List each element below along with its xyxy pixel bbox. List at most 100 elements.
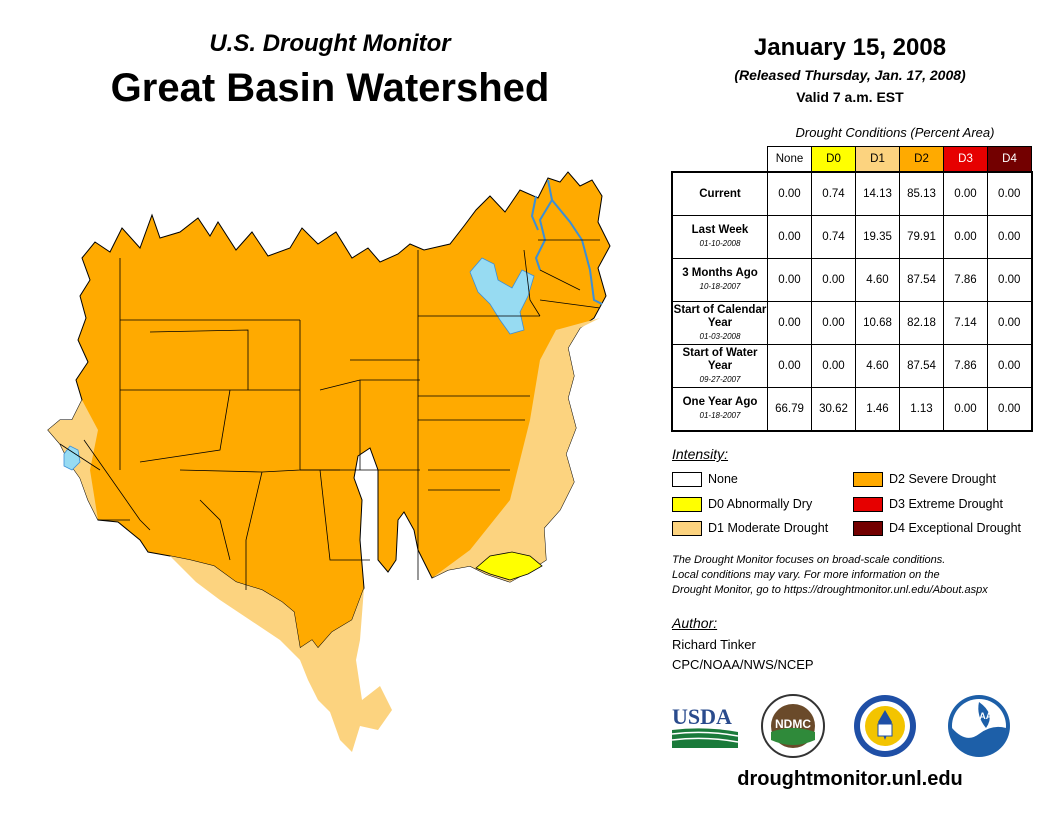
- map-region-d0: [475, 551, 543, 581]
- row-label: Start of Calendar Year 01-03-2008: [671, 301, 768, 345]
- table-cell: 85.13: [899, 171, 944, 216]
- legend-item-d2: D2 Severe Drought: [853, 470, 996, 488]
- col-header-d2: D2: [899, 146, 944, 173]
- row-label: Last Week 01-10-2008: [671, 215, 768, 259]
- table-cell: 30.62: [811, 387, 856, 432]
- map-date: January 15, 2008: [753, 34, 947, 61]
- table-row: 3 Months Ago 10-18-2007 0.00 0.00 4.60 87.54 7…: [671, 258, 1033, 302]
- table-cell: 0.00: [943, 215, 988, 259]
- table-row: Start of Calendar Year 01-03-2008 0.00 0.00…: [671, 301, 1033, 345]
- basin-boundaries: [59, 239, 601, 590]
- river: [534, 179, 603, 305]
- legend-item-d1: D1 Moderate Drought: [672, 519, 828, 537]
- svg-text:USDA: USDA: [672, 704, 732, 729]
- table-cell: 14.13: [855, 171, 900, 216]
- table-cell: 0.00: [767, 344, 812, 388]
- row-date: 01-10-2008: [699, 239, 741, 248]
- col-header-d4: D4: [987, 146, 1032, 173]
- svg-text:NOAA: NOAA: [966, 711, 993, 721]
- table-cell: 7.14: [943, 301, 988, 345]
- commerce-seal-logo: [854, 695, 916, 757]
- table-cell: 87.54: [899, 344, 944, 388]
- ndmc-logo: NDMC: [761, 694, 825, 758]
- table-cell: 1.13: [899, 387, 944, 432]
- table-cell: 0.00: [767, 215, 812, 259]
- table-cell: 19.35: [855, 215, 900, 259]
- legend-swatch: [672, 497, 702, 513]
- table-cell: 0.00: [987, 301, 1033, 345]
- drought-conditions-table: None D0 D1 D2 D3 D4 Current 0.00 0.74 14.13…: [671, 146, 1033, 432]
- table-cell: 0.00: [811, 344, 856, 388]
- map-title: Great Basin Watershed: [110, 66, 550, 110]
- row-date: 09-27-2007: [699, 374, 741, 384]
- table-cell: 7.86: [943, 258, 988, 302]
- col-header-d0: D0: [811, 146, 856, 173]
- row-date: 01-03-2008: [699, 331, 741, 341]
- legend-swatch: [853, 472, 883, 488]
- row-date: 10-18-2007: [699, 282, 741, 291]
- table-cell: 87.54: [899, 258, 944, 302]
- table-cell: 0.00: [987, 171, 1033, 216]
- table-cell: 0.00: [811, 258, 856, 302]
- table-cell: 0.00: [767, 301, 812, 345]
- row-label: 3 Months Ago 10-18-2007: [671, 258, 768, 302]
- table-cell: 0.00: [987, 258, 1033, 302]
- map-region-d1-south: [170, 556, 392, 752]
- lake-tahoe: [63, 445, 81, 471]
- disclaimer-note: The Drought Monitor focuses on broad-sca…: [672, 554, 988, 596]
- legend-swatch: [853, 521, 883, 537]
- table-cell: 0.00: [767, 171, 812, 216]
- row-label: One Year Ago 01-18-2007: [671, 387, 768, 432]
- map-subtitle: U.S. Drought Monitor: [209, 30, 451, 57]
- table-cell: 79.91: [899, 215, 944, 259]
- valid-time: Valid 7 a.m. EST: [796, 89, 904, 105]
- legend-item-d4: D4 Exceptional Drought: [853, 519, 1021, 537]
- table-row: Current 0.00 0.74 14.13 85.13 0.00 0.00: [671, 171, 1033, 216]
- legend-swatch: [672, 521, 702, 537]
- legend-item-d3: D3 Extreme Drought: [853, 495, 1003, 513]
- table-row: One Year Ago 01-18-2007 66.79 30.62 1.46 1.13…: [671, 387, 1033, 432]
- table-cell: 0.00: [943, 387, 988, 432]
- legend-swatch: [672, 472, 702, 488]
- legend-title: Intensity:: [672, 446, 729, 462]
- map-region-d2: [47, 171, 611, 649]
- author-name: Richard Tinker: [672, 637, 756, 652]
- release-date: (Released Thursday, Jan. 17, 2008): [734, 67, 966, 83]
- table-cell: 4.60: [855, 258, 900, 302]
- legend-swatch: [853, 497, 883, 513]
- map-region-d1: [432, 318, 600, 582]
- drought-map: [47, 171, 611, 752]
- svg-text:NDMC: NDMC: [775, 717, 811, 731]
- table-cell: 0.00: [987, 387, 1033, 432]
- website-link[interactable]: droughtmonitor.unl.edu: [737, 768, 963, 790]
- river-branch: [530, 195, 539, 231]
- table-cell: 66.79: [767, 387, 812, 432]
- great-salt-lake: [469, 257, 535, 335]
- table-cell: 82.18: [899, 301, 944, 345]
- col-header-d1: D1: [855, 146, 900, 173]
- author-org: CPC/NOAA/NWS/NCEP: [672, 657, 814, 672]
- legend-item-d0: D0 Abnormally Dry: [672, 495, 812, 513]
- row-label: Start of Water Year 09-27-2007: [671, 344, 768, 388]
- table-caption: Drought Conditions (Percent Area): [795, 125, 995, 140]
- table-row: Last Week 01-10-2008 0.00 0.74 19.35 79.91 0.0…: [671, 215, 1033, 259]
- author-label: Author:: [672, 615, 718, 631]
- table-cell: 0.00: [987, 215, 1033, 259]
- legend-item-none: None: [672, 470, 738, 488]
- table-cell: 10.68: [855, 301, 900, 345]
- usda-logo: USDA: [671, 704, 739, 748]
- table-cell: 4.60: [855, 344, 900, 388]
- table-row: Start of Water Year 09-27-2007 0.00 0.00 4.6…: [671, 344, 1033, 388]
- row-label: Current: [671, 171, 768, 216]
- col-header-none: None: [767, 146, 812, 173]
- table-cell: 0.74: [811, 215, 856, 259]
- table-cell: 0.00: [943, 171, 988, 216]
- table-cell: 1.46: [855, 387, 900, 432]
- table-cell: 0.00: [811, 301, 856, 345]
- noaa-logo: NOAA: [948, 695, 1010, 757]
- table-cell: 7.86: [943, 344, 988, 388]
- table-cell: 0.00: [987, 344, 1033, 388]
- row-date: 01-18-2007: [699, 411, 741, 420]
- col-header-d3: D3: [943, 146, 988, 173]
- table-cell: 0.74: [811, 171, 856, 216]
